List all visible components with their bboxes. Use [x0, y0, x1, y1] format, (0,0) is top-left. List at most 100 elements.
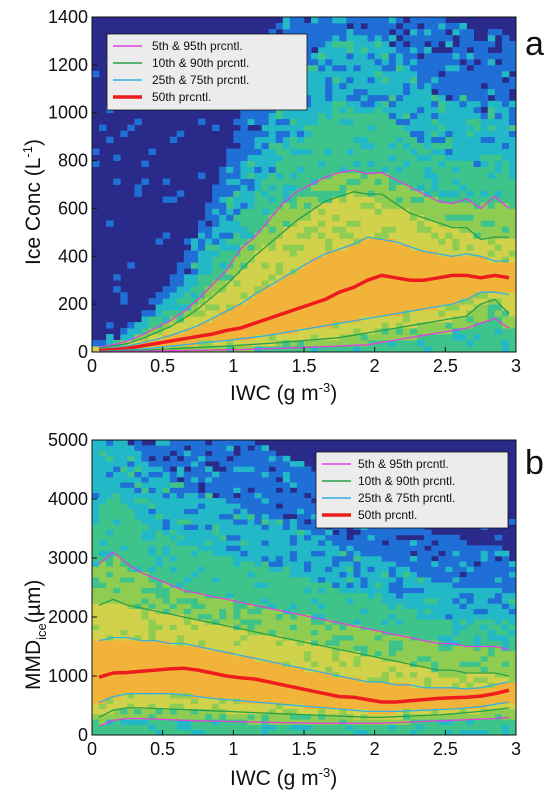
density-cell-a: [438, 58, 446, 66]
density-cell-b: [190, 576, 199, 583]
density-cell-b: [99, 555, 107, 562]
density-cell-a: [480, 346, 489, 353]
density-cell-a: [141, 340, 149, 347]
density-cell-a: [494, 292, 503, 299]
density-cell-b: [296, 571, 305, 578]
density-cell-b: [205, 687, 213, 694]
density-cell-b: [106, 529, 114, 536]
density-cell-b: [402, 550, 411, 557]
density-cell-a: [275, 322, 284, 329]
density-cell-a: [198, 220, 206, 227]
density-cell-b: [289, 576, 298, 583]
density-cell-a: [127, 322, 135, 329]
density-cell-a: [473, 292, 482, 299]
density-cell-a: [388, 226, 397, 233]
density-cell-b: [113, 661, 121, 667]
density-cell-a: [367, 184, 376, 191]
density-cell-a: [381, 124, 390, 132]
density-cell-b: [120, 719, 128, 725]
density-cell-a: [381, 100, 390, 108]
density-cell-a: [289, 262, 298, 269]
density-cell-b: [438, 703, 446, 710]
density-cell-a: [261, 118, 270, 126]
density-cell-a: [388, 136, 397, 144]
density-cell-a: [198, 280, 206, 287]
density-cell-b: [417, 561, 425, 567]
density-cell-a: [473, 316, 482, 323]
density-cell-a: [226, 250, 234, 257]
density-cell-a: [494, 76, 503, 84]
density-cell-b: [360, 582, 368, 588]
density-cell-b: [99, 482, 107, 488]
density-cell-b: [127, 655, 135, 662]
density-cell-a: [92, 160, 100, 167]
density-cell-a: [417, 280, 425, 287]
density-cell-b: [205, 692, 213, 699]
density-cell-a: [282, 286, 291, 293]
density-cell-a: [417, 316, 425, 323]
density-cell-a: [261, 280, 270, 287]
density-cell-a: [438, 130, 446, 138]
density-cell-b: [332, 666, 340, 673]
density-cell-b: [92, 661, 100, 667]
density-cell-b: [282, 587, 291, 594]
density-cell-a: [480, 286, 489, 293]
density-cell-b: [261, 650, 270, 657]
density-cell-b: [134, 677, 142, 683]
density-cell-a: [219, 274, 227, 281]
density-cell-a: [240, 340, 248, 347]
density-cell-b: [92, 555, 100, 562]
density-cell-b: [367, 561, 376, 567]
density-cell-a: [318, 310, 326, 317]
density-cell-b: [410, 629, 418, 636]
density-cell-b: [268, 692, 277, 699]
density-cell-b: [388, 650, 397, 657]
density-cell-b: [113, 645, 121, 652]
density-cell-a: [480, 292, 489, 299]
density-cell-a: [501, 154, 510, 161]
density-cell-b: [219, 508, 227, 515]
density-cell-a: [424, 154, 432, 161]
density-cell-a: [466, 250, 474, 257]
density-cell-b: [169, 476, 178, 483]
density-cell-b: [92, 540, 100, 546]
density-cell-a: [219, 304, 227, 311]
density-cell-b: [183, 645, 192, 652]
density-cell-a: [459, 316, 467, 323]
density-cell-b: [219, 540, 227, 546]
density-cell-a: [233, 136, 241, 144]
density-cell-b: [113, 571, 121, 578]
density-cell-b: [190, 455, 199, 462]
density-cell-b: [134, 566, 142, 573]
density-cell-b: [318, 561, 326, 567]
density-cell-a: [381, 232, 390, 239]
density-cell-b: [275, 524, 284, 530]
density-cell-a: [438, 76, 446, 84]
density-cell-a: [183, 316, 192, 323]
density-cell-b: [183, 629, 192, 636]
density-cell-b: [325, 624, 333, 631]
density-cell-a: [240, 172, 248, 179]
density-cell-a: [311, 58, 319, 66]
density-cell-b: [374, 650, 383, 657]
density-cell-a: [332, 322, 340, 329]
density-cell-a: [304, 220, 312, 227]
density-cell-b: [120, 450, 128, 457]
density-cell-b: [296, 508, 305, 515]
density-cell-b: [106, 619, 114, 625]
density-cell-a: [487, 286, 496, 293]
density-cell-a: [261, 202, 270, 209]
plot-a-percentile-lines: [98, 169, 510, 353]
density-cell-a: [508, 274, 517, 281]
density-cell-b: [296, 687, 305, 694]
density-cell-a: [438, 172, 446, 179]
density-cell-a: [155, 322, 164, 329]
density-cell-b: [190, 713, 199, 720]
density-cell-a: [325, 202, 333, 209]
density-cell-a: [501, 244, 510, 251]
density-cell-b: [289, 613, 298, 620]
density-cell-a: [466, 112, 474, 120]
density-cell-b: [261, 582, 270, 588]
density-cell-b: [360, 603, 368, 609]
density-cell-a: [289, 160, 298, 167]
